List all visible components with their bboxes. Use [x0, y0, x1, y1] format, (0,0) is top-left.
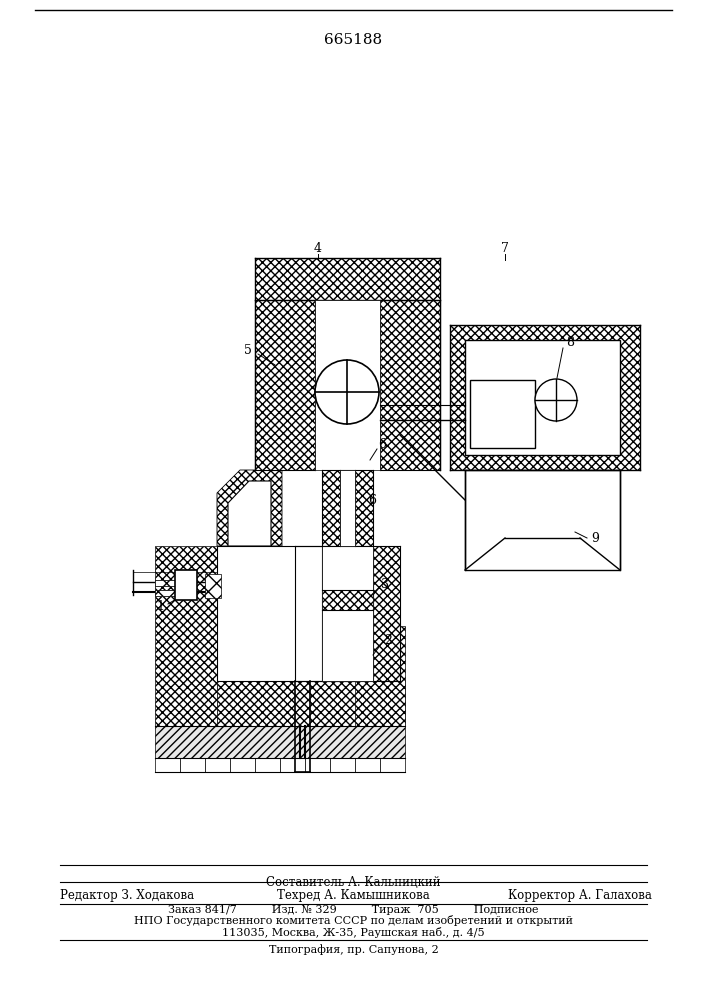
- Text: 113035, Москва, Ж-35, Раушская наб., д. 4/5: 113035, Москва, Ж-35, Раушская наб., д. …: [222, 926, 485, 938]
- Bar: [217, 681, 405, 726]
- Bar: [380, 758, 405, 772]
- Bar: [280, 758, 305, 772]
- Polygon shape: [228, 481, 271, 546]
- Bar: [340, 470, 355, 546]
- Text: 1: 1: [156, 600, 164, 613]
- Bar: [155, 590, 175, 596]
- Bar: [155, 758, 180, 772]
- Text: Заказ 841/7          Изд. № 329          Тираж  705          Подписное: Заказ 841/7 Изд. № 329 Тираж 705 Подписн…: [168, 905, 539, 915]
- Bar: [230, 758, 255, 772]
- Text: Техред А. Камышникова: Техред А. Камышникова: [277, 890, 430, 902]
- Text: 4: 4: [314, 241, 322, 254]
- Bar: [355, 758, 380, 772]
- Bar: [255, 300, 315, 470]
- Text: Типография, пр. Сапунова, 2: Типография, пр. Сапунова, 2: [269, 945, 438, 955]
- Bar: [155, 590, 175, 596]
- Text: 665188: 665188: [324, 33, 382, 47]
- Bar: [373, 546, 400, 681]
- Bar: [175, 570, 197, 600]
- Text: Редактор З. Ходакова: Редактор З. Ходакова: [60, 890, 194, 902]
- Bar: [330, 758, 355, 772]
- Text: Составитель А. Кальницкий: Составитель А. Кальницкий: [267, 876, 440, 888]
- Bar: [155, 726, 405, 758]
- Text: 8: 8: [566, 336, 574, 349]
- Bar: [450, 325, 640, 470]
- Text: Корректор А. Галахова: Корректор А. Галахова: [508, 890, 652, 902]
- Circle shape: [315, 360, 379, 424]
- Text: 3: 3: [381, 578, 389, 591]
- Bar: [205, 758, 230, 772]
- Text: 5: 5: [244, 344, 252, 357]
- Bar: [305, 758, 330, 772]
- Bar: [465, 340, 620, 455]
- Bar: [295, 546, 322, 681]
- Bar: [180, 758, 205, 772]
- Bar: [155, 546, 217, 726]
- Bar: [380, 300, 440, 470]
- Bar: [315, 300, 380, 470]
- Bar: [465, 470, 620, 570]
- Bar: [155, 580, 175, 586]
- Polygon shape: [217, 470, 282, 546]
- Bar: [355, 470, 373, 546]
- Bar: [470, 380, 535, 448]
- Text: 6: 6: [378, 438, 386, 452]
- Circle shape: [535, 379, 577, 421]
- Bar: [322, 590, 373, 610]
- Text: 6: 6: [368, 493, 376, 506]
- Bar: [217, 546, 355, 681]
- Text: НПО Государственного комитета СССР по делам изобретений и открытий: НПО Государственного комитета СССР по де…: [134, 916, 573, 926]
- Bar: [322, 470, 340, 546]
- Bar: [255, 258, 440, 300]
- Bar: [355, 626, 405, 726]
- Text: 9: 9: [591, 532, 599, 544]
- Bar: [205, 574, 221, 598]
- Text: 7: 7: [501, 241, 509, 254]
- Bar: [255, 758, 280, 772]
- Bar: [155, 580, 175, 586]
- Text: 2: 2: [384, 634, 392, 647]
- Bar: [322, 546, 373, 681]
